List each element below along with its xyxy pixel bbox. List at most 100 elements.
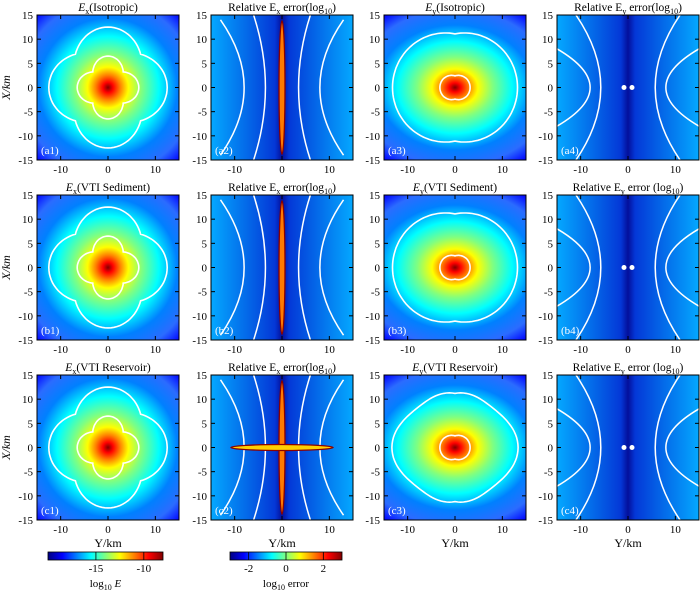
x-tick-label: 0 <box>625 164 631 176</box>
panel-b1: -10 0 10 15 10 5 0 -5 -10 -15 Ex(VTI Sediment) (b1)… <box>0 182 180 356</box>
y-tick-label: 0 <box>548 263 554 275</box>
x-tick-label: 0 <box>452 164 458 176</box>
y-tick-label: -5 <box>544 107 554 119</box>
panel-a1: -10 0 10 15 10 5 0 -5 -10 -15 Ex(Isotropic) (a1) X/k… <box>0 2 180 176</box>
y-tick-label: -10 <box>18 311 33 323</box>
error-band <box>278 20 286 155</box>
y-tick-label: -5 <box>198 467 208 479</box>
panel-title: Relative Ex error(log10) <box>228 2 336 16</box>
error-contour <box>219 199 245 336</box>
y-tick-label: 10 <box>196 214 208 226</box>
y-tick-label: 10 <box>196 34 208 46</box>
x-axis-label: Y/km <box>94 536 122 550</box>
field-image <box>37 195 179 340</box>
x-tick-label: 0 <box>105 164 111 176</box>
panel-c2: -10 0 10 15 10 5 0 -5 -10 -15 Relative Ex error(lo… <box>192 362 354 550</box>
y-tick-label: -10 <box>192 311 207 323</box>
panel-title: Ex(VTI Reservoir) <box>64 362 151 376</box>
panel-label: (a2) <box>215 145 233 157</box>
y-tick-label: 10 <box>542 394 554 406</box>
panel-title: Relative Ex error(log10) <box>228 362 336 376</box>
panel-label: (b3) <box>388 325 407 337</box>
x-tick-label: -10 <box>227 344 242 356</box>
error-contour <box>575 195 602 340</box>
y-tick-label: 0 <box>202 263 208 275</box>
colorbar-tick-label: -10 <box>136 563 151 575</box>
panel-label: (b2) <box>215 325 234 337</box>
y-tick-label: 5 <box>548 58 554 70</box>
panel-title: Ex(VTI Sediment) <box>65 182 150 196</box>
y-tick-label: 0 <box>548 83 554 95</box>
x-tick-label: 0 <box>452 344 458 356</box>
error-contour <box>319 199 345 336</box>
y-tick-label: -15 <box>538 335 553 347</box>
x-tick-label: 10 <box>150 524 162 536</box>
y-tick-label: 5 <box>548 418 554 430</box>
panel-label: (a3) <box>388 145 406 157</box>
error-contour <box>575 375 602 520</box>
x-tick-label: 10 <box>670 344 682 356</box>
contour-line <box>391 32 519 143</box>
y-tick-label: 15 <box>196 10 208 22</box>
y-tick-label: 5 <box>28 238 34 250</box>
y-tick-label: 10 <box>22 214 34 226</box>
x-tick-label: 10 <box>670 164 682 176</box>
y-tick-label: -15 <box>192 335 207 347</box>
x-tick-label: 10 <box>150 164 162 176</box>
error-contour <box>665 228 699 307</box>
y-tick-label: 15 <box>196 190 208 202</box>
x-tick-label: 10 <box>150 344 162 356</box>
y-tick-label: 0 <box>375 263 381 275</box>
y-tick-label: 15 <box>22 10 34 22</box>
y-tick-label: -15 <box>192 515 207 527</box>
y-tick-label: 15 <box>542 370 554 382</box>
x-tick-label: -10 <box>573 164 588 176</box>
error-spot <box>629 85 635 90</box>
colorbar-tick-label: -2 <box>244 563 253 575</box>
panel-title: Ex(Isotropic) <box>77 2 138 16</box>
colorbar-strip <box>47 551 164 561</box>
contour-line <box>439 74 471 101</box>
field-image <box>37 375 179 520</box>
y-axis-label: X/km <box>0 255 13 281</box>
y-tick-label: -15 <box>538 155 553 167</box>
x-tick-label: 10 <box>670 524 682 536</box>
y-tick-label: -5 <box>544 287 554 299</box>
x-tick-label: -10 <box>227 164 242 176</box>
panel-c3: -10 0 10 15 10 5 0 -5 -10 -15 Ey(VTI Reservoir) (c3… <box>365 362 527 550</box>
x-tick-label: 0 <box>625 344 631 356</box>
y-tick-label: -5 <box>371 287 381 299</box>
panel-title: Ey(Isotropic) <box>424 2 485 16</box>
error-contour <box>319 19 345 156</box>
y-tick-label: 5 <box>28 418 34 430</box>
contour-line <box>391 212 519 323</box>
contour-line <box>76 415 140 480</box>
error-contour <box>297 15 312 160</box>
colorbar-field: -15 -10 log10 E <box>47 551 164 590</box>
y-tick-label: 0 <box>375 83 381 95</box>
y-tick-label: 0 <box>202 443 208 455</box>
y-tick-label: -10 <box>18 131 33 143</box>
contour-line <box>47 386 169 509</box>
field-image <box>384 15 526 160</box>
error-contour <box>575 15 602 160</box>
panel-title: Relative Ey error(log10) <box>574 2 682 16</box>
x-axis-label: Y/km <box>268 536 296 550</box>
x-tick-label: -10 <box>573 344 588 356</box>
error-shading <box>557 195 699 340</box>
x-tick-label: 0 <box>279 344 285 356</box>
error-contour <box>252 195 267 340</box>
y-tick-label: 5 <box>28 58 34 70</box>
x-tick-label: 10 <box>324 344 336 356</box>
panel-c1: -10 0 10 15 10 5 0 -5 -10 -15 Ex(VTI Reservoir) (c1… <box>0 362 180 550</box>
error-contour <box>219 19 245 156</box>
x-axis-label: Y/km <box>614 536 642 550</box>
panel-title: Relative Ex error(log10) <box>228 182 336 196</box>
y-tick-label: 0 <box>202 83 208 95</box>
y-tick-label: 10 <box>369 394 381 406</box>
y-tick-label: 10 <box>22 34 34 46</box>
x-tick-label: 0 <box>452 524 458 536</box>
error-spot <box>629 445 635 450</box>
x-tick-label: 0 <box>105 524 111 536</box>
